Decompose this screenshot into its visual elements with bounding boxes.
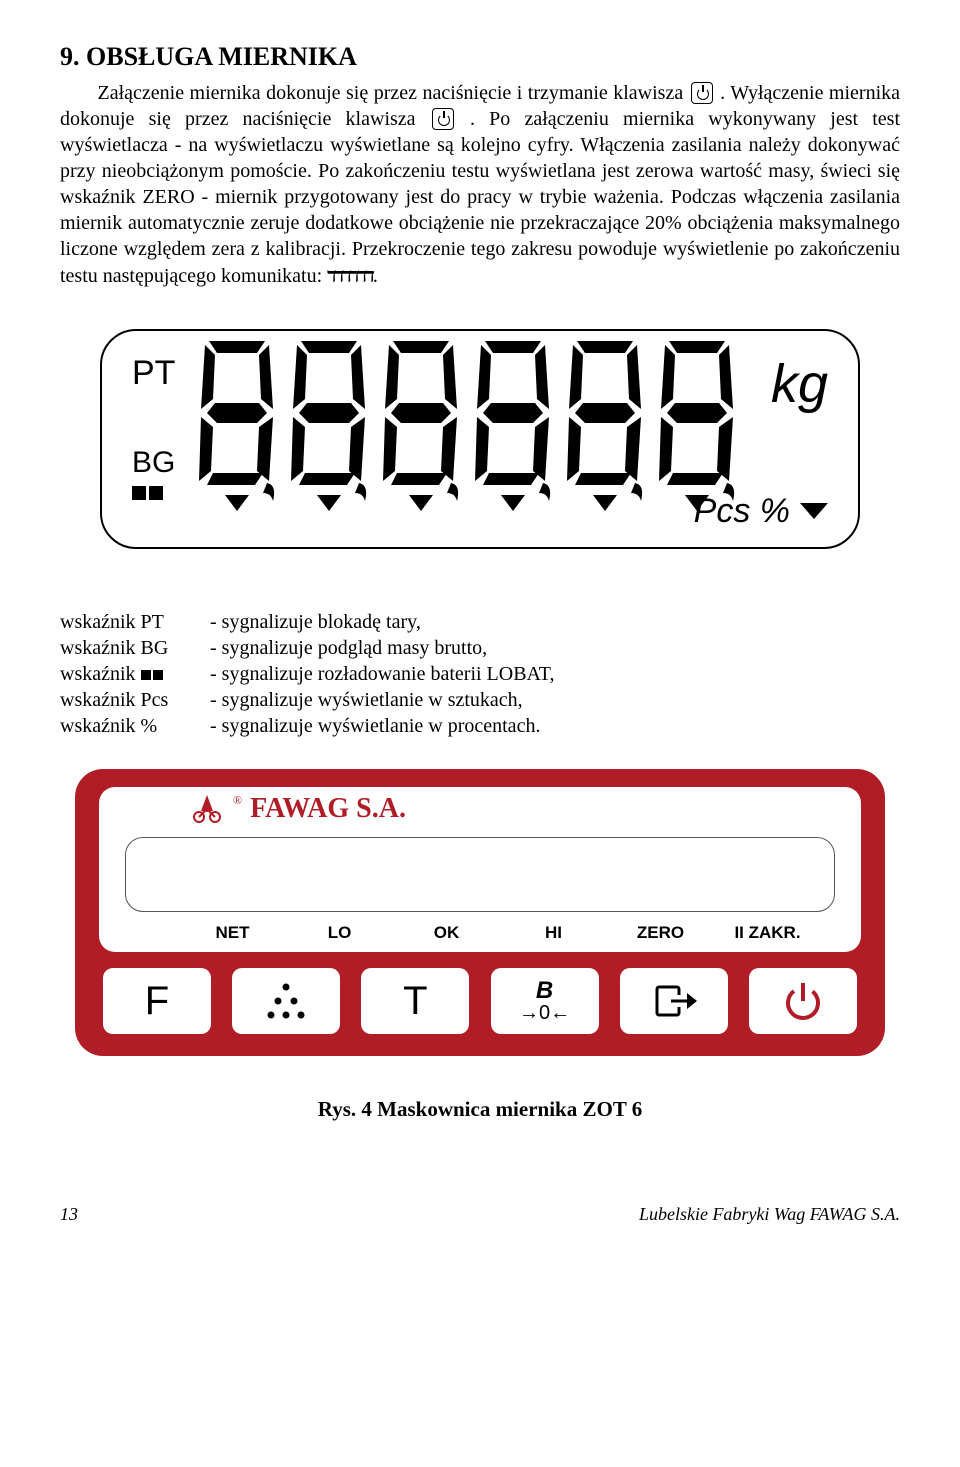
exit-icon [651,981,697,1021]
page-footer: 13 Lubelskie Fabryki Wag FAWAG S.A. [60,1203,900,1226]
lcd-pcs-unit: Pcs % [694,489,828,533]
list-item: wskaźnik % - sygnalizuje wyświetlanie w … [60,713,900,739]
faceplate-diagram: ® FAWAG S.A. NET LO OK HI ZERO II ZAKR. … [75,769,885,1056]
faceplate-lcd-window [125,837,835,912]
list-item: wskaźnik PT - sygnalizuje blokadę tary, [60,609,900,635]
fawag-logo-icon [189,791,225,825]
faceplate-label: HI [500,922,607,944]
faceplate-label: II ZAKR. [714,922,821,944]
lcd-kg-unit: kg [771,349,828,419]
lcd-display-diagram: PT BG [100,329,860,549]
figure-caption: Rys. 4 Maskownica miernika ZOT 6 [60,1096,900,1123]
power-button[interactable] [749,968,857,1034]
power-icon [781,979,825,1023]
faceplate-label: NET [179,922,286,944]
power-icon [432,108,454,130]
overflow-glyph: ﬢﬢﬢﬢﬢﬢ [327,263,373,287]
page-number: 13 [60,1203,78,1226]
body-paragraph: Załączenie miernika dokonuje się przez n… [60,80,900,289]
lcd-bg-indicator: BG [132,443,175,482]
count-button[interactable] [232,968,340,1034]
enter-button[interactable] [620,968,728,1034]
faceplate-buttons-row: F T B →0← [99,968,861,1034]
t-button[interactable]: T [361,968,469,1034]
zero-button[interactable]: B →0← [491,968,599,1034]
triangle-down-icon [800,503,828,519]
battery-icon [132,486,175,500]
lcd-pt-indicator: PT [132,351,175,395]
list-item: wskaźnik Pcs - sygnalizuje wyświetlanie … [60,687,900,713]
footer-right: Lubelskie Fabryki Wag FAWAG S.A. [639,1203,900,1226]
para-text-1: Załączenie miernika dokonuje się przez n… [97,82,688,104]
faceplate-brand: FAWAG S.A. [250,791,406,827]
f-button[interactable]: F [103,968,211,1034]
triangle-dots-icon [263,981,309,1021]
list-item: wskaźnik BG - sygnalizuje podgląd masy b… [60,635,900,661]
lcd-digits [197,337,757,517]
indicator-list: wskaźnik PT - sygnalizuje blokadę tary, … [60,609,900,739]
power-icon [691,82,713,104]
para-text-3: . Po załączeniu miernika wykonywany jest… [60,108,900,287]
list-item: wskaźnik - sygnalizuje rozładowanie bate… [60,661,900,687]
faceplate-label: ZERO [607,922,714,944]
registered-icon: ® [233,793,242,809]
section-heading: 9. OBSŁUGA MIERNIKA [60,40,900,74]
faceplate-labels-row: NET LO OK HI ZERO II ZAKR. [179,922,821,944]
faceplate-label: LO [286,922,393,944]
battery-icon [141,670,163,680]
faceplate-label: OK [393,922,500,944]
faceplate-display-window: ® FAWAG S.A. NET LO OK HI ZERO II ZAKR. [99,787,861,952]
